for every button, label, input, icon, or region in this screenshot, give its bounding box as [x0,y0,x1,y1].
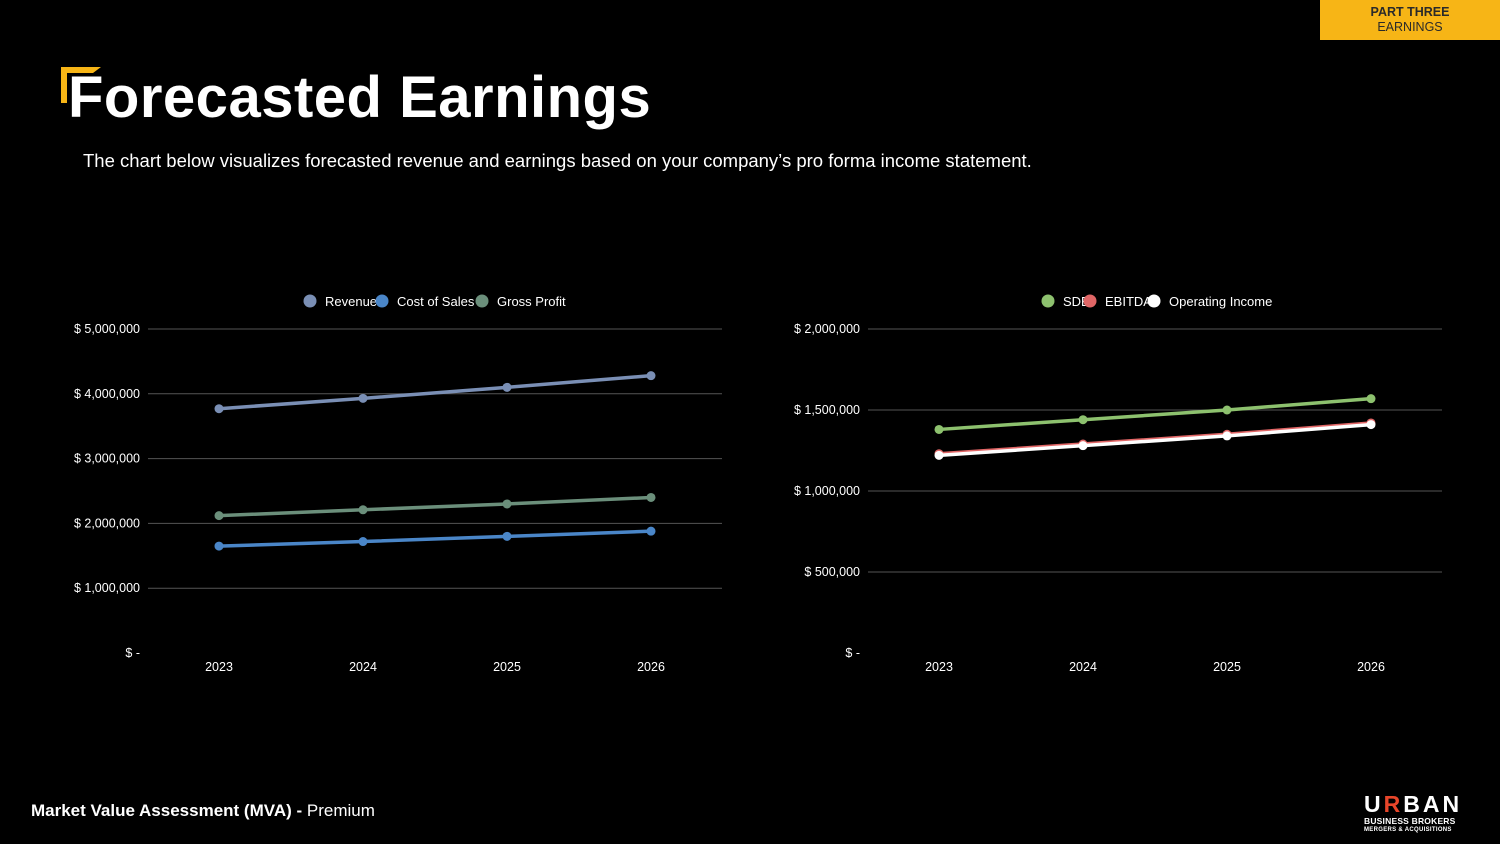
y-tick-label: $ 500,000 [804,565,860,579]
section-badge-part: PART THREE [1370,5,1450,19]
legend-label: EBITDA [1105,294,1152,309]
footer-text: Market Value Assessment (MVA) - Premium [31,801,375,821]
legend-swatch [375,294,389,308]
data-point [1366,420,1376,430]
data-point [358,505,368,515]
data-point [934,450,944,460]
legend-label: Cost of Sales [397,294,475,309]
series-line [217,495,653,518]
x-tick-label: 2024 [1069,660,1097,674]
data-point [214,404,224,414]
y-tick-label: $ 5,000,000 [74,322,140,336]
data-point [214,511,224,521]
data-point [934,424,944,434]
series-line [217,373,653,411]
corner-accent-icon [61,67,101,103]
data-point [1078,441,1088,451]
page-title: Forecasted Earnings [68,65,652,130]
legend-swatch [1041,294,1055,308]
company-logo: URBAN BUSINESS BROKERS MERGERS & ACQUISI… [1364,793,1476,834]
legend-swatch [1147,294,1161,308]
data-point [502,499,512,509]
logo-subtagline: MERGERS & ACQUISITIONS [1364,827,1452,833]
y-tick-label: $ 2,000,000 [74,516,140,530]
footer-tier: Premium [302,801,375,820]
data-point [646,492,656,502]
y-tick-label: $ - [845,646,860,660]
data-point [502,531,512,541]
x-tick-label: 2025 [1213,660,1241,674]
legend-swatch [303,294,317,308]
legend-swatch [475,294,489,308]
logo-tagline: BUSINESS BROKERS [1364,816,1456,826]
x-tick-label: 2024 [349,660,377,674]
x-tick-label: 2026 [637,660,665,674]
y-tick-label: $ 3,000,000 [74,452,140,466]
data-point [1366,394,1376,404]
legend-label: Revenue [325,294,377,309]
x-tick-label: 2026 [1357,660,1385,674]
chart-revenue: $ - $ 1,000,000 $ 2,000,000 $ 3,000,000 $ 4,… [20,280,740,700]
data-point [646,371,656,381]
legend-label: Operating Income [1169,294,1272,309]
data-point [1222,431,1232,441]
data-point [1222,405,1232,415]
logo-letter-u: U [1364,791,1384,817]
y-tick-label: $ 2,000,000 [794,322,860,336]
legend-label: SDE [1063,294,1090,309]
x-tick-label: 2025 [493,660,521,674]
footer-report-name: Market Value Assessment (MVA) - [31,801,303,820]
x-tick-label: 2023 [925,660,953,674]
legend-swatch [1083,294,1097,308]
x-tick-label: 2023 [205,660,233,674]
section-badge: PART THREE EARNINGS [1320,0,1500,40]
logo-letters-ban: BAN [1403,791,1463,817]
series-line [937,421,1373,456]
data-point [646,526,656,536]
data-point [1078,415,1088,425]
page-subtitle: The chart below visualizes forecasted re… [83,150,1032,171]
chart-revenue-svg: $ - $ 1,000,000 $ 2,000,000 $ 3,000,000 $ 4,… [74,294,722,674]
y-tick-label: $ 1,500,000 [794,403,860,417]
series-line [937,396,1373,432]
chart-earnings-svg: $ - $ 500,000 $ 1,000,000 $ 1,500,000 $ 2,00… [794,294,1442,674]
section-badge-label: EARNINGS [1377,20,1443,34]
chart-earnings: $ - $ 500,000 $ 1,000,000 $ 1,500,000 $ 2,00… [740,280,1460,700]
data-point [214,541,224,551]
y-tick-label: $ 1,000,000 [74,581,140,595]
logo-letter-r: R [1383,791,1404,817]
data-point [358,393,368,403]
series-line [217,529,653,548]
y-tick-label: $ 4,000,000 [74,387,140,401]
series-line [937,422,1373,458]
data-point [502,382,512,392]
legend-label: Gross Profit [497,294,566,309]
logo-wordmark: URBAN [1364,793,1476,816]
data-point [358,537,368,547]
y-tick-label: $ - [125,646,140,660]
y-tick-label: $ 1,000,000 [794,484,860,498]
